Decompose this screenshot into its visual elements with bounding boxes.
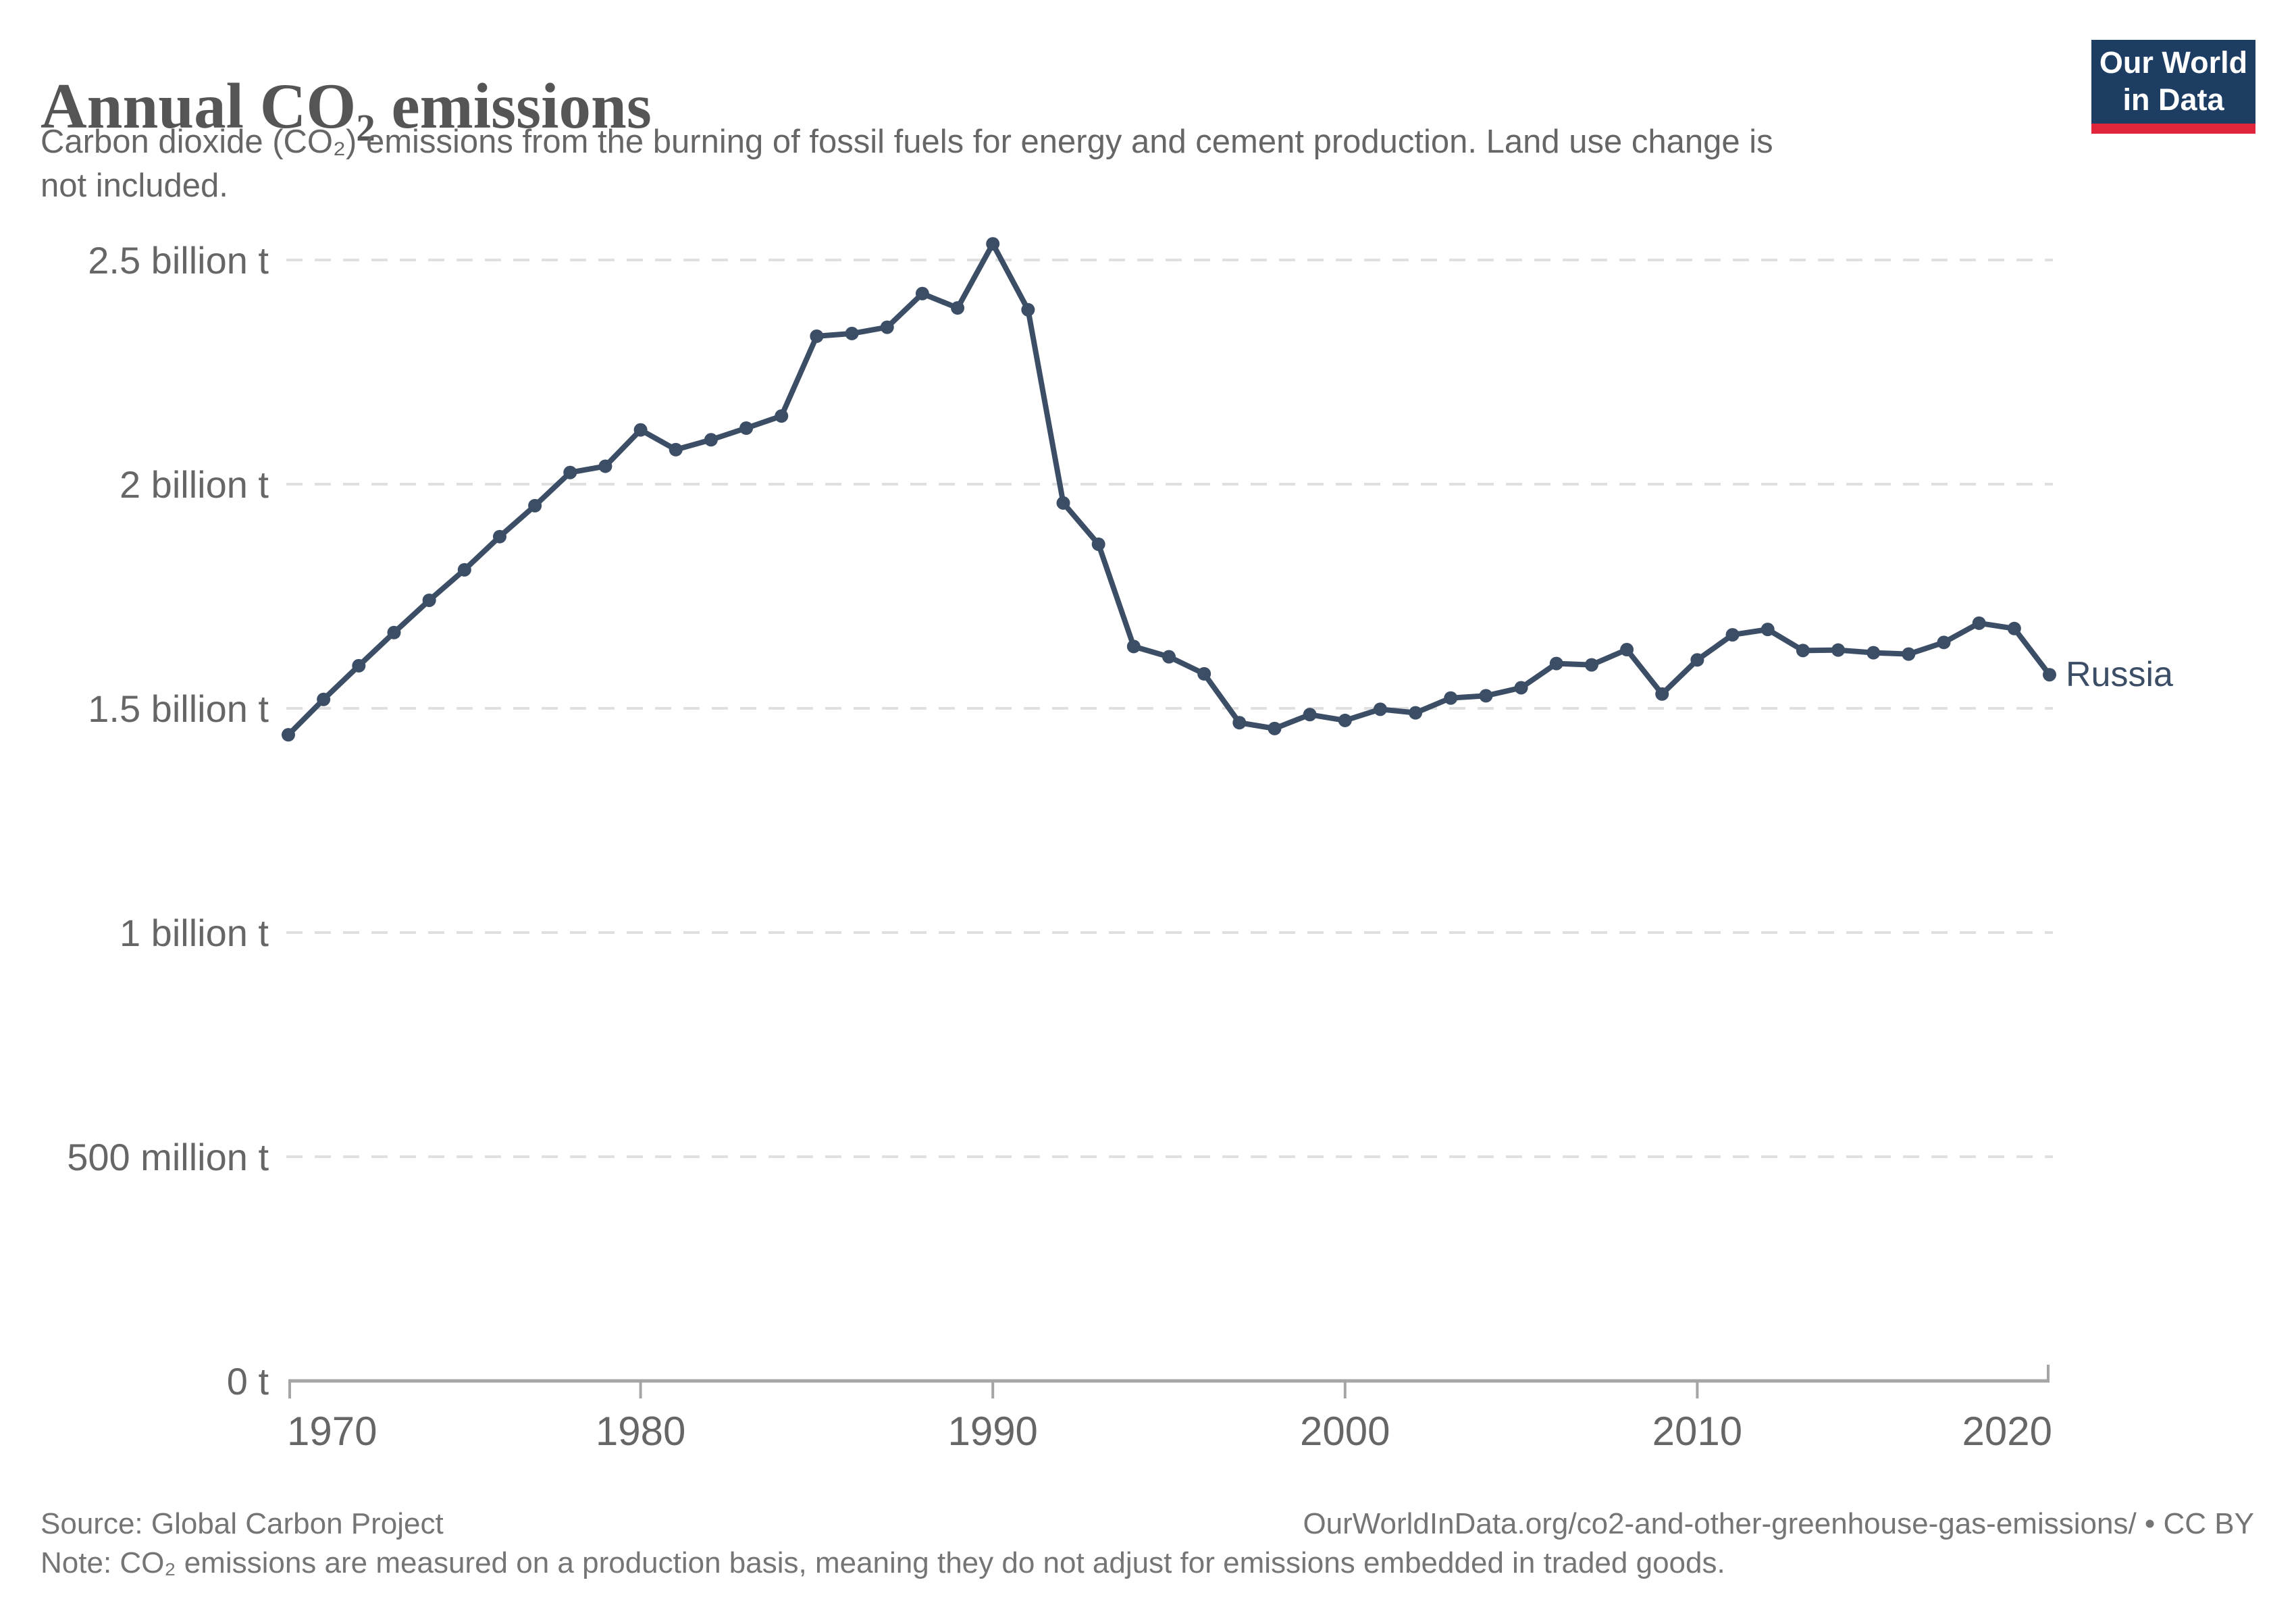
data-point-1991[interactable] — [1021, 303, 1035, 317]
owid-logo-red-bar — [2091, 124, 2255, 134]
data-point-2017[interactable] — [1937, 635, 1951, 650]
data-point-1998[interactable] — [1268, 721, 1282, 735]
data-point-1989[interactable] — [951, 301, 965, 315]
x-tick-label-2000: 2000 — [1300, 1409, 1390, 1454]
data-point-1970[interactable] — [282, 728, 295, 742]
data-point-1986[interactable] — [845, 326, 859, 340]
owid-url-link[interactable]: OurWorldInData.org/co2-and-other-greenho… — [1303, 1507, 2254, 1540]
data-point-2001[interactable] — [1373, 702, 1387, 716]
data-point-1990[interactable] — [986, 237, 1000, 251]
data-point-2018[interactable] — [1972, 616, 1986, 630]
data-point-2002[interactable] — [1409, 706, 1423, 720]
data-point-2004[interactable] — [1479, 689, 1493, 703]
y-tick-label: 1.5 billion t — [88, 687, 269, 730]
data-point-2003[interactable] — [1444, 691, 1458, 705]
x-tick-label-1990: 1990 — [947, 1409, 1037, 1454]
data-point-2012[interactable] — [1760, 623, 1775, 637]
x-tick-label-2010: 2010 — [1652, 1409, 1742, 1454]
data-point-1999[interactable] — [1303, 708, 1317, 722]
y-tick-label: 2 billion t — [120, 463, 269, 506]
x-tick-label-1980: 1980 — [596, 1409, 685, 1454]
data-point-2006[interactable] — [1549, 656, 1563, 671]
y-tick-label: 2.5 billion t — [88, 239, 269, 282]
data-point-2015[interactable] — [1867, 646, 1881, 660]
owid-logo-line2: in Data — [2122, 82, 2224, 117]
data-point-1980[interactable] — [633, 423, 648, 437]
data-point-1977[interactable] — [528, 498, 542, 513]
x-tick-label-1970: 1970 — [287, 1409, 377, 1454]
data-point-1988[interactable] — [915, 286, 929, 300]
data-point-1994[interactable] — [1126, 639, 1141, 654]
data-point-2010[interactable] — [1690, 653, 1704, 667]
data-point-1983[interactable] — [739, 421, 754, 435]
data-point-1984[interactable] — [775, 409, 789, 423]
data-point-1974[interactable] — [422, 593, 436, 607]
source-text: Source: Global Carbon Project — [41, 1507, 444, 1540]
x-tick-label-2020: 2020 — [1962, 1409, 2052, 1454]
y-tick-label: 500 million t — [67, 1136, 269, 1178]
data-point-2013[interactable] — [1796, 644, 1810, 658]
data-point-1975[interactable] — [457, 562, 471, 577]
data-point-1981[interactable] — [669, 442, 683, 456]
owid-logo-box: Our World in Data — [2091, 40, 2255, 124]
data-point-2008[interactable] — [1620, 643, 1634, 657]
data-point-2020[interactable] — [2043, 668, 2056, 682]
data-point-2016[interactable] — [1902, 647, 1916, 661]
data-point-2009[interactable] — [1655, 687, 1669, 701]
data-point-2011[interactable] — [1725, 628, 1740, 642]
data-point-1995[interactable] — [1162, 650, 1176, 664]
page-title: Annual CO₂ emissions — [41, 70, 652, 142]
data-point-2019[interactable] — [2007, 621, 2021, 635]
y-tick-label: 1 billion t — [120, 912, 269, 954]
data-point-1979[interactable] — [598, 459, 612, 473]
data-point-1993[interactable] — [1091, 537, 1105, 551]
data-point-1982[interactable] — [704, 433, 718, 447]
data-point-2014[interactable] — [1831, 643, 1846, 657]
note-text: Note: CO₂ emissions are measured on a pr… — [41, 1546, 1725, 1579]
data-point-1971[interactable] — [317, 692, 331, 706]
data-point-1987[interactable] — [880, 320, 894, 334]
data-point-1985[interactable] — [810, 329, 824, 343]
data-point-1973[interactable] — [387, 625, 401, 639]
data-point-2005[interactable] — [1514, 681, 1528, 695]
data-point-1996[interactable] — [1197, 666, 1211, 681]
data-point-1992[interactable] — [1056, 496, 1070, 510]
data-point-2007[interactable] — [1584, 658, 1598, 672]
owid-logo-line1: Our World — [2099, 45, 2248, 80]
series-end-label[interactable]: Russia — [2066, 655, 2173, 694]
chart-subtitle: Carbon dioxide (CO₂) emissions from the … — [41, 124, 1773, 204]
y-tick-label: 0 t — [227, 1360, 269, 1403]
data-point-1972[interactable] — [352, 658, 366, 673]
data-point-2000[interactable] — [1338, 713, 1352, 727]
data-point-1978[interactable] — [563, 465, 577, 479]
owid-logo: Our World in Data — [2091, 40, 2255, 134]
data-point-1976[interactable] — [492, 529, 506, 544]
data-point-1997[interactable] — [1232, 716, 1247, 730]
